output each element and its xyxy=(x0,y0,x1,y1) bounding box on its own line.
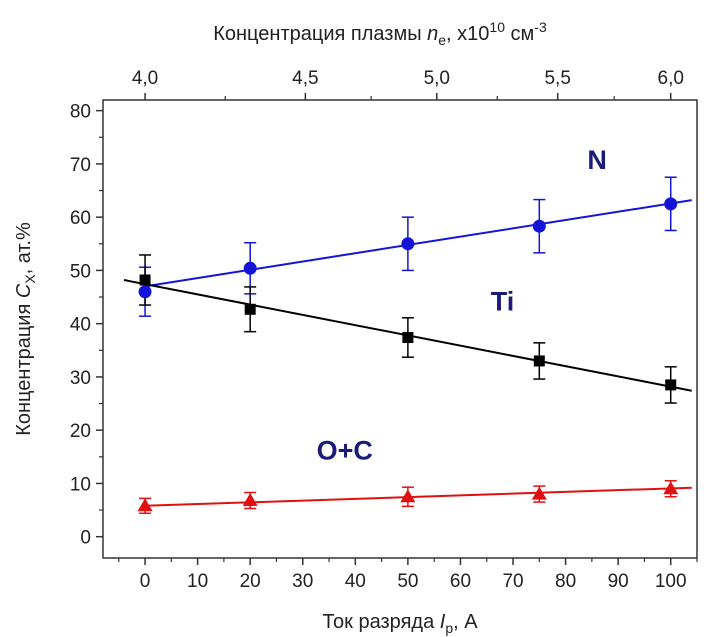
point-n xyxy=(532,219,546,233)
fit-line-n xyxy=(144,199,692,288)
x-tick-label: 40 xyxy=(345,571,366,592)
x-tick-label: 30 xyxy=(292,571,313,592)
x-tick-label: 10 xyxy=(187,571,208,592)
x2-tick-label: 4,0 xyxy=(132,68,158,89)
top-axis-title: Концентрация плазмы ne, x1010 см-3 xyxy=(213,19,547,48)
x-tick-label: 20 xyxy=(240,571,261,592)
x2-tick-label: 5,5 xyxy=(544,68,570,89)
x-tick-label: 60 xyxy=(450,571,471,592)
fit-line-o-c xyxy=(145,486,692,507)
x2-tick-label: 6,0 xyxy=(658,68,684,89)
point-o-c xyxy=(242,492,258,506)
series-labels: N Ti O+C xyxy=(317,145,607,465)
y-tick-label: 50 xyxy=(70,261,91,282)
x-tick-label: 90 xyxy=(608,571,629,592)
point-n xyxy=(664,197,678,211)
y-tick-label: 40 xyxy=(70,315,91,336)
y-tick-label: 10 xyxy=(70,474,91,495)
error-bars xyxy=(139,176,677,515)
x2-tick-label: 5,0 xyxy=(424,68,450,89)
y-tick-label: 60 xyxy=(70,208,91,229)
x-tick-label: 50 xyxy=(397,571,418,592)
x-tick-label: 0 xyxy=(140,571,151,592)
x-axis-title: Ток разряда Iр, А xyxy=(322,611,478,636)
point-o-c xyxy=(137,498,153,512)
point-ti xyxy=(665,379,677,391)
y-axis-title: Концентрация CX, ат.% xyxy=(13,222,38,436)
x-tick-label: 100 xyxy=(655,571,687,592)
point-o-c xyxy=(663,481,679,495)
x2-tick-label: 4,5 xyxy=(292,68,318,89)
point-n xyxy=(243,261,257,275)
y-tick-label: 20 xyxy=(70,421,91,442)
x-tick-label: 80 xyxy=(555,571,576,592)
plot-frame xyxy=(102,99,698,559)
axis-ticks: 0 10 20 30 40 50 60 70 80 90 100 0 10 20 30 40 50 60 70 80 4… xyxy=(70,68,698,592)
point-o-c xyxy=(531,486,547,500)
point-n xyxy=(138,285,152,299)
point-ti xyxy=(139,274,151,286)
point-o-c xyxy=(400,489,416,503)
point-ti xyxy=(244,303,256,315)
series-label-ti: Ti xyxy=(491,286,515,316)
series-label-o-c: O+C xyxy=(317,435,373,465)
data-markers xyxy=(137,197,679,512)
y-tick-label: 80 xyxy=(70,102,91,123)
series-label-n: N xyxy=(587,145,607,175)
point-ti xyxy=(533,355,545,367)
y-tick-label: 0 xyxy=(80,528,91,549)
point-n xyxy=(401,237,415,251)
y-tick-label: 70 xyxy=(70,155,91,176)
point-ti xyxy=(402,332,414,344)
x-tick-label: 70 xyxy=(502,571,523,592)
y-tick-label: 30 xyxy=(70,368,91,389)
